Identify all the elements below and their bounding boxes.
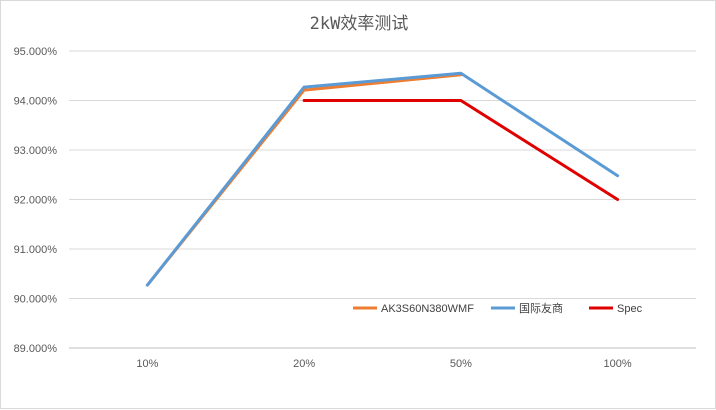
x-tick-label: 50% <box>450 358 472 370</box>
chart-title: 2kW效率测试 <box>310 14 409 34</box>
x-tick-label: 20% <box>293 358 315 370</box>
y-tick-label: 90.000% <box>14 294 58 306</box>
series-line-0 <box>145 73 463 287</box>
y-tick-label: 93.000% <box>14 145 58 157</box>
series-line-1 <box>145 71 620 287</box>
x-axis-tick-labels: 10% 20% 50% 100% <box>136 358 632 370</box>
y-axis-tick-labels: 89.000% 90.000% 91.000% 92.000% 93.000% 94.00… <box>14 46 58 355</box>
x-tick-label: 100% <box>604 358 632 370</box>
legend: AK3S60N380WMF 国际友商 Spec <box>353 301 643 315</box>
y-tick-label: 95.000% <box>14 46 58 58</box>
legend-label: 国际友商 <box>519 301 563 315</box>
series-line-2 <box>302 99 620 201</box>
legend-label: Spec <box>617 303 643 315</box>
y-tick-label: 91.000% <box>14 244 58 256</box>
x-tick-label: 10% <box>136 358 158 370</box>
y-tick-label: 94.000% <box>14 96 58 108</box>
series-lines <box>145 71 620 287</box>
y-tick-label: 89.000% <box>14 343 58 355</box>
legend-label: AK3S60N380WMF <box>381 303 474 315</box>
y-tick-label: 92.000% <box>14 195 58 207</box>
